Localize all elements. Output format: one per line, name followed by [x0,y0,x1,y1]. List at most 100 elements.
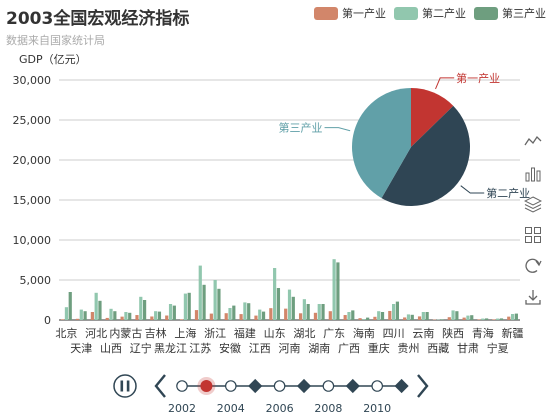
stack-icon[interactable] [523,195,543,213]
bar-secondary[interactable] [317,304,321,320]
bar-primary[interactable] [150,316,154,320]
bar-primary[interactable] [284,308,288,320]
bar-primary[interactable] [224,313,228,320]
legend-item-tertiary[interactable]: 第三产业 [474,5,546,21]
bar-tertiary[interactable] [440,319,444,320]
bar-secondary[interactable] [258,309,262,320]
bar-primary[interactable] [194,310,199,320]
bar-tertiary[interactable] [380,312,385,320]
bar-secondary[interactable] [94,292,98,320]
pie-slice-secondary[interactable] [381,105,470,206]
bar-tertiary[interactable] [336,262,340,320]
bar-secondary[interactable] [64,307,69,320]
bar-tertiary[interactable] [366,317,370,320]
bar-secondary[interactable] [154,311,158,320]
bar-primary[interactable] [209,313,213,320]
bar-tertiary[interactable] [232,305,236,320]
bar-primary[interactable] [120,316,124,320]
bar-secondary[interactable] [481,318,485,320]
bar-tertiary[interactable] [261,311,266,320]
bar-tertiary[interactable] [455,311,459,320]
bar-primary[interactable] [447,317,451,320]
timeline-point[interactable] [394,378,409,394]
restore-icon[interactable] [524,257,542,275]
bar-primary[interactable] [254,315,258,320]
timeline-current-point[interactable] [200,380,213,392]
bar-primary[interactable] [373,316,377,320]
bar-tertiary[interactable] [291,296,295,320]
bar-chart-icon[interactable] [524,164,542,182]
bar-tertiary[interactable] [113,311,117,320]
bar-primary[interactable] [239,314,243,320]
bar-secondary[interactable] [109,308,113,320]
bar-tertiary[interactable] [276,288,281,320]
bar-primary[interactable] [165,315,169,320]
bar-tertiary[interactable] [142,300,147,320]
bar-tertiary[interactable] [187,292,191,320]
bar-primary[interactable] [180,319,184,320]
timeline-point[interactable] [345,378,360,394]
bar-primary[interactable] [403,317,407,320]
bar-primary[interactable] [507,316,511,320]
bar-tertiary[interactable] [128,312,132,320]
bar-secondary[interactable] [451,310,455,320]
timeline-point[interactable] [322,380,335,392]
bar-tertiary[interactable] [321,304,325,320]
bar-tertiary[interactable] [499,318,504,320]
bar-primary[interactable] [343,315,347,320]
bar-secondary[interactable] [391,304,396,320]
bar-secondary[interactable] [332,259,336,320]
bar-tertiary[interactable] [202,284,206,320]
bar-secondary[interactable] [421,312,425,320]
bar-secondary[interactable] [496,318,500,320]
bar-tertiary[interactable] [351,310,355,320]
bar-primary[interactable] [417,316,422,320]
timeline-point[interactable] [225,380,237,392]
bar-secondary[interactable] [228,308,232,320]
legend-item-secondary[interactable]: 第二产业 [394,5,466,21]
bar-primary[interactable] [313,312,318,320]
bar-tertiary[interactable] [470,315,474,320]
bar-tertiary[interactable] [98,300,102,320]
bar-secondary[interactable] [183,293,188,320]
bar-primary[interactable] [61,319,65,320]
timeline-point[interactable] [248,378,263,394]
timeline-point[interactable] [176,380,188,392]
bar-primary[interactable] [90,312,94,320]
next-arrow-icon[interactable] [417,374,429,398]
bar-primary[interactable] [358,318,362,320]
bar-secondary[interactable] [362,319,366,320]
bar-primary[interactable] [298,313,303,320]
bar-secondary[interactable] [347,312,351,320]
bar-secondary[interactable] [466,315,470,320]
bar-tertiary[interactable] [514,313,518,320]
bar-tertiary[interactable] [83,311,87,320]
bar-primary[interactable] [492,319,496,320]
bar-secondary[interactable] [124,312,128,320]
bar-primary[interactable] [462,317,466,320]
bar-secondary[interactable] [168,304,173,320]
bar-primary[interactable] [477,319,481,320]
line-chart-icon[interactable] [524,133,542,151]
bar-primary[interactable] [328,311,332,320]
bar-tertiary[interactable] [68,292,72,320]
tiled-icon[interactable] [524,226,542,244]
timeline-point[interactable] [273,380,286,392]
bar-secondary[interactable] [79,309,83,320]
timeline-point[interactable] [296,378,312,394]
bar-primary[interactable] [105,317,109,320]
pie-slice-tertiary[interactable] [352,88,411,199]
bar-primary[interactable] [269,308,273,320]
bar-secondary[interactable] [302,299,306,320]
prev-arrow-icon[interactable] [154,374,166,398]
bar-secondary[interactable] [243,302,247,320]
bar-tertiary[interactable] [425,312,429,320]
bar-tertiary[interactable] [157,311,162,320]
bar-tertiary[interactable] [247,303,251,320]
bar-secondary[interactable] [198,265,202,320]
save-image-icon[interactable] [524,288,542,306]
bar-secondary[interactable] [510,314,515,320]
legend-item-primary[interactable]: 第一产业 [314,5,386,21]
bar-secondary[interactable] [406,314,411,320]
bar-tertiary[interactable] [395,301,399,320]
